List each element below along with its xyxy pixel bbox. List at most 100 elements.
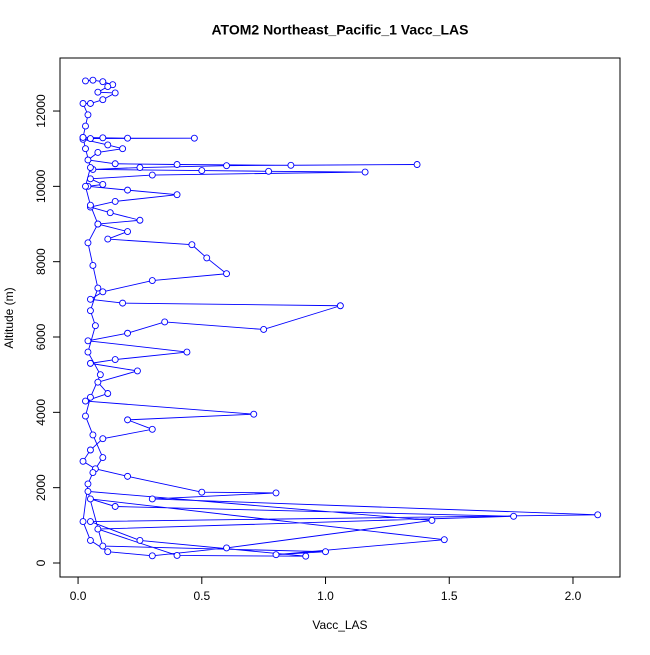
data-point: [86, 446, 94, 454]
data-point: [148, 495, 156, 503]
data-point: [594, 511, 602, 519]
data-point: [84, 487, 92, 495]
data-point: [173, 161, 181, 168]
data-point: [272, 489, 280, 497]
data-point: [104, 235, 112, 243]
data-point: [173, 552, 181, 559]
y-tick-label: 6000: [34, 323, 48, 350]
data-point: [148, 277, 156, 284]
data-point: [510, 512, 518, 520]
data-point: [84, 348, 92, 356]
data-point: [89, 431, 97, 439]
data-point: [111, 89, 119, 97]
data-point: [223, 544, 230, 552]
data-point: [86, 495, 94, 503]
x-tick-label: 0.5: [193, 589, 210, 603]
x-tick-label: 2.0: [565, 589, 582, 603]
data-point: [413, 161, 421, 168]
y-tick-label: 10000: [34, 169, 48, 203]
data-point: [91, 322, 99, 330]
data-point: [99, 542, 107, 550]
data-point: [86, 295, 94, 303]
data-point: [86, 393, 94, 401]
data-point: [440, 536, 448, 544]
data-point: [106, 209, 114, 217]
data-point: [99, 435, 107, 443]
data-point: [89, 261, 97, 269]
data-point: [79, 457, 87, 465]
data-point: [89, 76, 97, 84]
data-point: [104, 83, 112, 90]
data-point: [99, 78, 107, 86]
data-point: [287, 161, 295, 169]
data-point: [84, 239, 92, 247]
data-point: [173, 191, 181, 199]
y-tick-label: 0: [34, 559, 48, 566]
data-point: [104, 390, 112, 397]
data-point: [148, 171, 156, 179]
y-tick-label: 2000: [34, 474, 48, 501]
data-point: [111, 356, 119, 364]
data-point: [94, 284, 102, 292]
y-tick-label: 8000: [34, 248, 48, 275]
data-point: [86, 536, 94, 544]
data-point: [198, 488, 206, 496]
data-point: [99, 181, 107, 188]
data-point: [99, 134, 107, 142]
data-point: [148, 552, 156, 560]
y-tick-label: 4000: [34, 399, 48, 426]
x-tick-label: 1.0: [317, 589, 334, 603]
data-point: [302, 552, 310, 560]
data-point: [188, 241, 196, 249]
data-point: [148, 425, 156, 433]
data-point: [203, 254, 211, 262]
data-point: [82, 182, 89, 190]
data-point: [136, 536, 144, 544]
data-point: [111, 197, 119, 205]
data-point: [79, 518, 87, 526]
x-tick-label: 0.0: [70, 589, 87, 603]
data-point: [124, 472, 132, 480]
data-point: [250, 410, 258, 418]
data-point: [82, 122, 89, 130]
data-point: [124, 329, 132, 337]
data-point: [124, 416, 132, 424]
chart-title: ATOM2 Northeast_Pacific_1 Vacc_LAS: [211, 22, 468, 38]
data-point: [119, 299, 127, 307]
data-point: [428, 516, 436, 524]
data-point: [104, 141, 112, 149]
data-point: [86, 201, 94, 209]
data-point: [111, 503, 119, 510]
data-point: [136, 164, 144, 171]
y-tick-label: 12000: [34, 94, 48, 128]
data-point: [94, 525, 102, 533]
data-point: [86, 518, 94, 526]
data-point: [94, 88, 102, 96]
data-point: [96, 371, 104, 379]
data-point: [99, 96, 107, 104]
data-point: [79, 133, 87, 141]
data-point: [94, 378, 102, 386]
data-point: [84, 337, 92, 345]
data-point: [161, 318, 169, 326]
data-point: [82, 145, 89, 153]
data-point: [86, 175, 94, 183]
data-point: [99, 454, 107, 461]
data-point: [84, 111, 92, 119]
y-axis-label: Altitude (m): [2, 287, 16, 348]
data-point: [119, 145, 127, 153]
data-point: [82, 77, 89, 85]
data-point: [183, 348, 191, 356]
data-point: [272, 551, 280, 559]
data-point: [94, 149, 102, 156]
data-point: [99, 288, 107, 296]
data-point: [361, 168, 369, 176]
data-point: [86, 307, 94, 315]
data-point: [84, 480, 92, 488]
x-axis-label: Vacc_LAS: [312, 618, 367, 632]
data-point: [190, 134, 198, 142]
data-point: [84, 156, 92, 164]
data-point: [223, 270, 230, 278]
